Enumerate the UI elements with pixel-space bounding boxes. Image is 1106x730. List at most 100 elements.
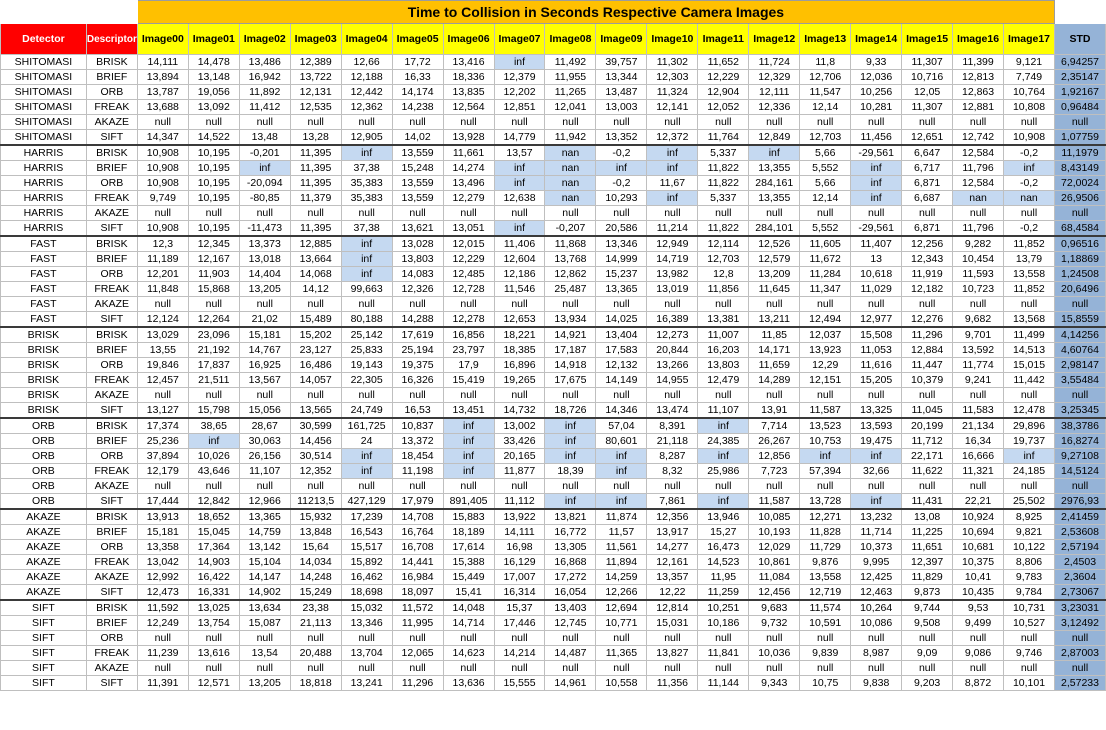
ttc-value-cell[interactable]: 11,645	[748, 281, 801, 297]
ttc-value-cell[interactable]: null	[544, 296, 597, 312]
ttc-value-cell[interactable]: null	[442, 387, 495, 403]
ttc-value-cell[interactable]: 11,412	[238, 99, 291, 115]
ttc-value-cell[interactable]: 20,844	[646, 342, 699, 358]
ttc-value-cell[interactable]: inf	[442, 433, 495, 449]
ttc-value-cell[interactable]: 10,256	[850, 84, 903, 100]
ttc-value-cell[interactable]: null	[901, 478, 954, 494]
std-value-cell[interactable]: null	[1054, 387, 1106, 403]
ttc-value-cell[interactable]: 16,942	[238, 69, 291, 85]
ttc-value-cell[interactable]: 16,543	[340, 524, 393, 540]
detector-cell[interactable]: HARRIS	[0, 144, 87, 161]
ttc-value-cell[interactable]: 17,72	[391, 54, 444, 70]
ttc-value-cell[interactable]: null	[391, 387, 444, 403]
ttc-value-cell[interactable]: 13,346	[595, 235, 648, 252]
ttc-value-cell[interactable]: 13,79	[1003, 251, 1055, 267]
ttc-value-cell[interactable]: 14,083	[391, 266, 444, 282]
ttc-value-cell[interactable]: 16,98	[493, 539, 546, 555]
ttc-value-cell[interactable]: 14,902	[238, 584, 291, 601]
detector-cell[interactable]: FAST	[0, 296, 87, 312]
blank-header-cell[interactable]	[1054, 0, 1106, 24]
ttc-value-cell[interactable]: 14,523	[697, 554, 750, 570]
ttc-value-cell[interactable]: 11,652	[697, 54, 750, 70]
ttc-value-cell[interactable]: 17,614	[442, 539, 495, 555]
ttc-value-cell[interactable]: 37,38	[340, 160, 393, 176]
ttc-value-cell[interactable]: 14,068	[289, 266, 342, 282]
ttc-value-cell[interactable]: 43,646	[187, 463, 240, 479]
std-value-cell[interactable]: 2,57233	[1054, 675, 1106, 691]
ttc-value-cell[interactable]: 16,326	[391, 372, 444, 388]
detector-cell[interactable]: SHITOMASI	[0, 114, 87, 130]
detector-cell[interactable]: AKAZE	[0, 584, 87, 601]
ttc-value-cell[interactable]: 15,032	[340, 599, 393, 616]
ttc-value-cell[interactable]: inf	[799, 448, 852, 464]
ttc-value-cell[interactable]: 21,118	[646, 433, 699, 449]
image-column-header[interactable]: Image05	[391, 23, 444, 55]
ttc-value-cell[interactable]: inf	[340, 448, 393, 464]
ttc-value-cell[interactable]: 57,04	[595, 417, 648, 434]
ttc-value-cell[interactable]: 13,358	[136, 539, 189, 555]
ttc-value-cell[interactable]: 13,48	[238, 129, 291, 146]
ttc-value-cell[interactable]: 17,374	[136, 417, 189, 434]
ttc-value-cell[interactable]: 9,09	[901, 645, 954, 661]
ttc-value-cell[interactable]: 12,638	[493, 190, 546, 206]
ttc-value-cell[interactable]: null	[493, 660, 546, 676]
ttc-value-cell[interactable]: 15,868	[187, 281, 240, 297]
ttc-value-cell[interactable]: 21,02	[238, 311, 291, 328]
ttc-value-cell[interactable]: null	[850, 296, 903, 312]
ttc-value-cell[interactable]: 9,683	[748, 599, 801, 616]
ttc-value-cell[interactable]: null	[595, 630, 648, 646]
detector-cell[interactable]: FAST	[0, 251, 87, 267]
ttc-value-cell[interactable]: 10,723	[952, 281, 1005, 297]
ttc-value-cell[interactable]: 11,67	[646, 175, 699, 191]
ttc-value-cell[interactable]: 13,728	[799, 493, 852, 510]
ttc-value-cell[interactable]: 13,381	[697, 311, 750, 328]
ttc-value-cell[interactable]: 12,463	[850, 584, 903, 601]
detector-cell[interactable]: HARRIS	[0, 190, 87, 206]
ttc-value-cell[interactable]: 12,179	[136, 463, 189, 479]
std-value-cell[interactable]: 2,73067	[1054, 584, 1106, 601]
ttc-value-cell[interactable]: 13,688	[136, 99, 189, 115]
descriptor-cell[interactable]: SIFT	[85, 493, 138, 510]
ttc-value-cell[interactable]: null	[238, 114, 291, 130]
std-header[interactable]: STD	[1054, 23, 1106, 55]
ttc-value-cell[interactable]: 35,383	[340, 175, 393, 191]
ttc-value-cell[interactable]: null	[595, 114, 648, 130]
detector-cell[interactable]: HARRIS	[0, 175, 87, 191]
ttc-value-cell[interactable]: inf	[544, 433, 597, 449]
ttc-value-cell[interactable]: 10,908	[136, 175, 189, 191]
detector-cell[interactable]: FAST	[0, 281, 87, 297]
ttc-value-cell[interactable]: 12,425	[850, 569, 903, 585]
ttc-value-cell[interactable]: 18,698	[340, 584, 393, 601]
detector-cell[interactable]: FAST	[0, 311, 87, 328]
ttc-value-cell[interactable]: inf	[493, 160, 546, 176]
ttc-value-cell[interactable]: 14,456	[289, 433, 342, 449]
ttc-value-cell[interactable]: 11,874	[595, 508, 648, 525]
ttc-value-cell[interactable]: null	[748, 478, 801, 494]
std-value-cell[interactable]: 3,55484	[1054, 372, 1106, 388]
ttc-value-cell[interactable]: 11,107	[697, 402, 750, 419]
ttc-value-cell[interactable]: null	[187, 205, 240, 221]
ttc-value-cell[interactable]: 12,336	[748, 99, 801, 115]
ttc-value-cell[interactable]: null	[187, 660, 240, 676]
ttc-value-cell[interactable]: -0,2	[1003, 175, 1055, 191]
ttc-value-cell[interactable]: null	[595, 296, 648, 312]
ttc-value-cell[interactable]: 9,343	[748, 675, 801, 691]
image-column-header[interactable]: Image10	[646, 23, 699, 55]
ttc-value-cell[interactable]: 12,329	[748, 69, 801, 85]
ttc-value-cell[interactable]: 16,331	[187, 584, 240, 601]
ttc-value-cell[interactable]: 11,724	[748, 54, 801, 70]
ttc-value-cell[interactable]: inf	[238, 160, 291, 176]
ttc-value-cell[interactable]: 18,385	[493, 342, 546, 358]
ttc-value-cell[interactable]: 161,725	[340, 417, 393, 434]
ttc-value-cell[interactable]: 18,097	[391, 584, 444, 601]
ttc-value-cell[interactable]: 11,045	[901, 402, 954, 419]
ttc-value-cell[interactable]: 37,38	[340, 220, 393, 237]
ttc-value-cell[interactable]: null	[697, 630, 750, 646]
ttc-value-cell[interactable]: 13,019	[646, 281, 699, 297]
ttc-value-cell[interactable]: 12,186	[493, 266, 546, 282]
ttc-value-cell[interactable]: inf	[646, 160, 699, 176]
ttc-value-cell[interactable]: 15,087	[238, 615, 291, 631]
ttc-value-cell[interactable]: 12,303	[646, 69, 699, 85]
ttc-value-cell[interactable]: 11,561	[595, 539, 648, 555]
ttc-value-cell[interactable]: 14,623	[442, 645, 495, 661]
